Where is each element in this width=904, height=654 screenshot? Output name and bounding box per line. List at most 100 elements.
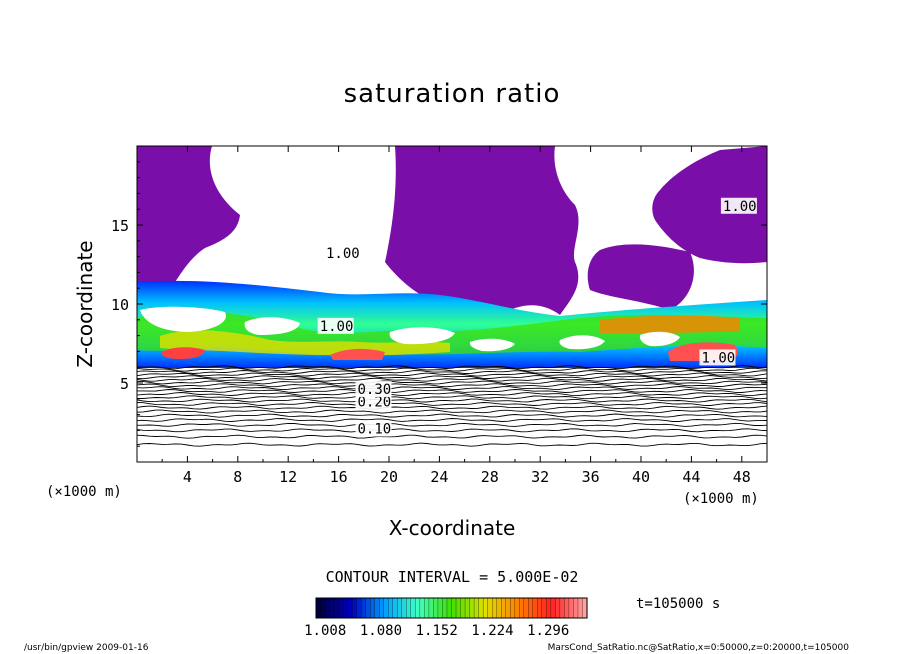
stable-contour-line xyxy=(137,409,767,414)
colorbar-tick-label: 1.008 xyxy=(304,623,346,639)
contour-label-bg xyxy=(699,349,736,366)
colorbar-cell xyxy=(433,597,439,619)
colorbar-cell xyxy=(555,597,561,619)
x-tick-label: 4 xyxy=(183,468,192,486)
colorbar-cell xyxy=(510,597,516,619)
colorbar-cell xyxy=(437,597,444,619)
pocket-2 xyxy=(244,317,300,335)
colorbar-cell xyxy=(329,597,335,619)
colorbar-cell xyxy=(537,597,543,619)
colorbar-cell xyxy=(559,597,565,619)
colorbar-tick-label: 1.224 xyxy=(471,623,513,639)
stable-contour-line xyxy=(137,392,767,397)
colorbar-cell xyxy=(374,597,380,619)
colorbar-cell xyxy=(410,597,416,619)
stable-contour-line xyxy=(137,370,767,375)
colorbar-cell xyxy=(519,597,525,619)
stable-contour-line xyxy=(137,377,767,382)
contour-label-bg xyxy=(355,420,392,437)
x-tick-label: 28 xyxy=(481,468,499,486)
x-tick-label: 32 xyxy=(531,468,549,486)
footer-left: /usr/bin/gpview 2009-01-16 xyxy=(24,643,149,653)
stable-contour-line xyxy=(137,372,767,377)
colorbar-cell xyxy=(324,597,331,619)
x-tick-label: 48 xyxy=(733,468,751,486)
colorbar-cell xyxy=(478,597,484,619)
stable-contour-line xyxy=(137,418,767,422)
stable-contour-line xyxy=(137,434,767,439)
colorbar-cell xyxy=(419,597,425,619)
colorbar-cell xyxy=(424,597,430,619)
colorbar-cell xyxy=(392,597,398,619)
x-tick-label: 8 xyxy=(233,468,242,486)
cloud-region-left xyxy=(137,146,240,282)
contour-interval-label: CONTOUR INTERVAL = 5.000E-02 xyxy=(326,568,579,586)
colorbar-cell xyxy=(577,597,584,619)
stable-layer-contours xyxy=(137,365,767,447)
stable-contour-line xyxy=(137,383,767,388)
contour-label-bg xyxy=(324,245,360,262)
stable-contour-line xyxy=(137,395,767,400)
colorbar-cell xyxy=(528,597,534,619)
colorbar-cell xyxy=(469,597,475,619)
colorbar-cell xyxy=(496,597,502,619)
colorbar-cell xyxy=(455,597,462,619)
colorbar-cell xyxy=(487,597,493,619)
colorbar-cell xyxy=(568,597,574,619)
colorbar-tick-label: 1.080 xyxy=(360,623,402,639)
pocket-4 xyxy=(559,335,605,350)
y-axis-label: Z-coordinate xyxy=(73,240,97,367)
x-tick-label: 24 xyxy=(430,468,448,486)
stable-contour-line xyxy=(137,428,767,433)
x-tick-label: 20 xyxy=(380,468,398,486)
contour-labels: 0.10 0.200.30 1.00 1.00 1.00 1.00 xyxy=(317,197,757,438)
contour-label: 1.00 xyxy=(320,319,354,335)
colorbar-cell xyxy=(320,597,326,619)
colorbar-cell xyxy=(342,597,349,619)
colorbar-cell xyxy=(428,597,434,619)
colorbar-cell xyxy=(501,597,507,619)
x-tick-label: 44 xyxy=(682,468,700,486)
contour-label: 0.10 xyxy=(358,422,392,438)
stable-contour-line xyxy=(137,367,767,372)
colorbar-cell xyxy=(379,597,385,619)
contour-label-bg xyxy=(720,197,757,214)
colorbar xyxy=(315,597,588,619)
colorbar-cell xyxy=(388,597,394,619)
y-axis-units: (×1000 m) xyxy=(46,484,122,500)
colorbar-cell xyxy=(333,597,340,619)
pocket-right xyxy=(639,331,680,347)
stable-contour-line xyxy=(137,442,767,447)
colorbar-cell xyxy=(397,597,403,619)
colorbar-cell xyxy=(505,597,511,619)
colorbar-cell xyxy=(523,597,529,619)
colorbar-cell xyxy=(401,597,407,619)
colorbar-tick-label: 1.296 xyxy=(527,623,569,639)
stable-contour-line xyxy=(137,380,767,385)
stable-contour-line xyxy=(137,398,767,403)
band-yellow-core xyxy=(160,330,450,356)
contour-label: 1.00 xyxy=(326,246,360,262)
x-tick-label: 40 xyxy=(632,468,650,486)
footer-right: MarsCond_SatRatio.nc@SatRatio,x=0:50000,… xyxy=(548,643,850,653)
y-tick-label: 5 xyxy=(120,375,129,393)
contour-label: 1.00 xyxy=(723,199,757,215)
colorbar-cell xyxy=(451,597,457,619)
colorbar-cell xyxy=(365,597,371,619)
contour-label-bg xyxy=(317,317,354,334)
colorbar-tick-label: 1.152 xyxy=(416,623,458,639)
cloud-region-right-lower xyxy=(587,244,694,310)
colorbar-cell xyxy=(541,597,547,619)
colorbar-tick-labels: 1.008 1.080 1.152 1.224 1.296 xyxy=(304,623,569,639)
contour-label: 0.20 xyxy=(358,395,392,411)
x-axis-label: X-coordinate xyxy=(389,516,516,540)
chart-title: saturation ratio xyxy=(344,79,561,109)
pocket-3 xyxy=(389,327,455,345)
y-tick-label: 15 xyxy=(111,217,129,235)
stable-contour-line xyxy=(137,365,767,370)
colorbar-cell xyxy=(383,597,389,619)
cloud-region-right xyxy=(652,146,767,264)
stable-contour-line xyxy=(137,386,767,391)
colorbar-cell xyxy=(546,597,552,619)
